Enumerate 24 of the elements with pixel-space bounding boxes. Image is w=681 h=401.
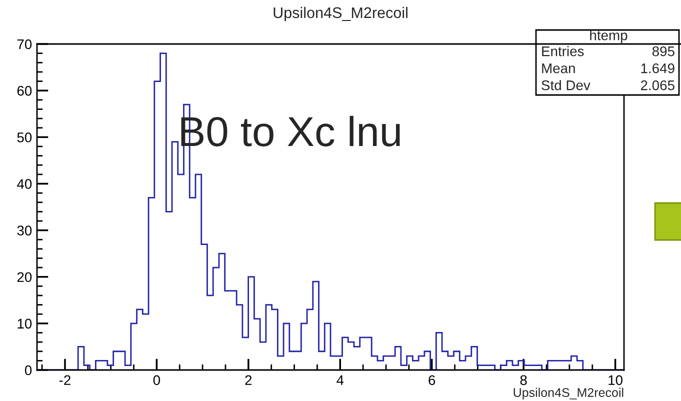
y-tick-label: 0	[24, 365, 32, 376]
y-tick-label: 10	[18, 318, 32, 329]
text: 2.065	[640, 80, 674, 90]
text: htemp	[590, 30, 628, 43]
y-tick-label: 50	[17, 132, 32, 142]
x-tick-label: 8	[520, 375, 527, 386]
y-tick-label: 60	[17, 86, 32, 96]
annotation: Entries	[542, 46, 584, 56]
text: 1.649	[641, 63, 674, 74]
annotation: Mean	[542, 64, 575, 74]
y-tick-label: 20	[17, 272, 32, 282]
x-tick-label: 2	[245, 375, 252, 385]
annotation: Std Dev	[542, 80, 590, 90]
y-tick-label: 30	[17, 226, 32, 236]
y-tick-label: 40	[17, 179, 32, 189]
x-tick-label: 0	[153, 375, 160, 386]
chart-title: Upsilon4S_M2recoil	[274, 6, 408, 22]
x-tick-label: 6	[428, 375, 436, 386]
x-tick-label: 4	[336, 375, 344, 385]
x-tick-label: -2	[59, 375, 70, 385]
x-tick-label: 10	[608, 375, 622, 386]
x-axis-title: Upsilon4S_M2recoil	[514, 388, 624, 400]
y-tick-label: 70	[17, 39, 32, 50]
text: 895	[652, 46, 674, 56]
